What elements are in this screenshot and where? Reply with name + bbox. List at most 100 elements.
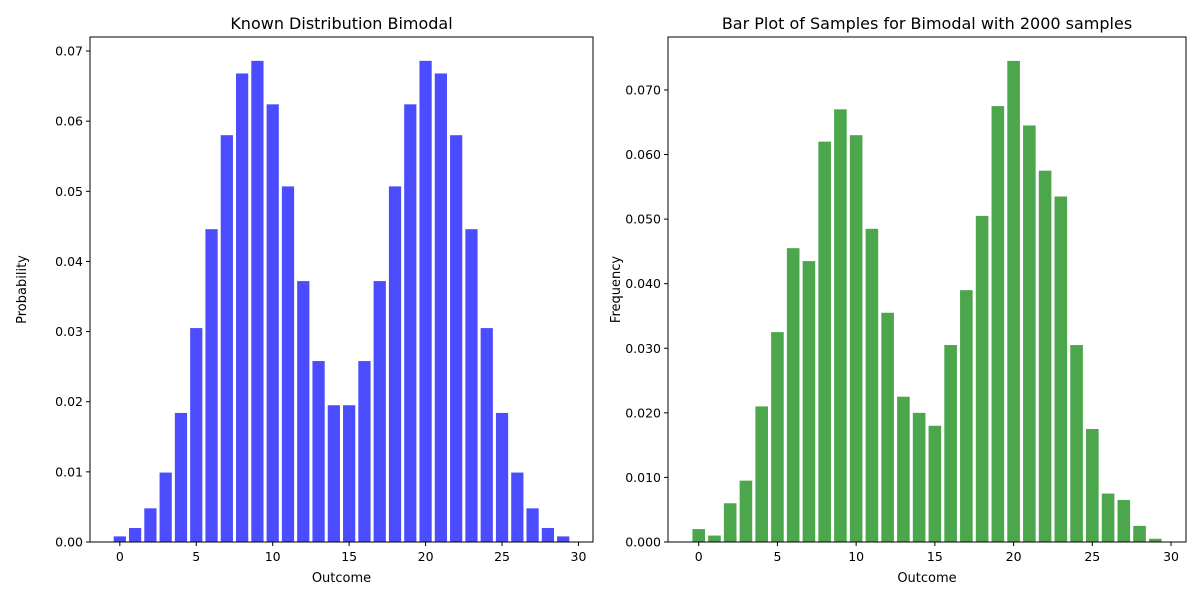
left-chart-bar xyxy=(373,281,386,542)
left-chart-bar xyxy=(419,60,432,542)
left-chart-bar xyxy=(190,328,203,542)
right-chart-xtick-label: 25 xyxy=(1084,549,1100,564)
right-chart-bar xyxy=(1086,428,1099,542)
right-chart-bar xyxy=(1007,60,1020,542)
right-chart-ytick-label: 0.060 xyxy=(625,147,661,162)
left-chart-title: Known Distribution Bimodal xyxy=(230,14,452,33)
left-chart-ytick-label: 0.01 xyxy=(55,464,83,479)
left-chart-xtick-label: 5 xyxy=(192,549,200,564)
left-chart-ytick-label: 0.07 xyxy=(55,44,83,59)
right-chart-bar xyxy=(834,109,847,542)
right-chart-ytick-label: 0.000 xyxy=(625,535,661,550)
left-chart-ytick-label: 0.03 xyxy=(55,324,83,339)
right-chart-bar xyxy=(897,396,910,542)
left-chart-ytick-label: 0.05 xyxy=(55,184,83,199)
right-chart-bar xyxy=(786,248,800,543)
right-chart-bar xyxy=(692,529,705,542)
right-chart-bar xyxy=(771,332,784,542)
right-chart-bar xyxy=(1149,538,1162,542)
right-chart-ytick-label: 0.030 xyxy=(625,341,661,356)
right-chart-xtick-label: 0 xyxy=(695,549,703,564)
right-chart-bar xyxy=(1133,525,1146,542)
right-chart-bar xyxy=(802,261,816,542)
left-chart-ytick-label: 0.06 xyxy=(55,114,83,129)
right-chart-xtick-label: 20 xyxy=(1006,549,1022,564)
right-chart-xlabel: Outcome xyxy=(897,571,956,586)
right-chart-xtick-label: 30 xyxy=(1163,549,1179,564)
left-chart-bar xyxy=(251,60,264,542)
left-chart-bar xyxy=(174,412,188,542)
left-chart-ylabel: Probability xyxy=(15,255,30,324)
left-chart-bar xyxy=(113,536,126,542)
left-chart-bar xyxy=(266,104,279,542)
left-chart-xtick-label: 30 xyxy=(571,549,587,564)
right-chart-bar xyxy=(960,290,973,542)
right-chart-xtick-label: 15 xyxy=(927,549,943,564)
right-chart-bar xyxy=(1101,493,1115,542)
right-chart-xtick-label: 10 xyxy=(848,549,864,564)
right-chart-bar xyxy=(928,425,942,542)
left-chart-bar xyxy=(358,361,371,542)
right-chart-bar xyxy=(865,228,879,543)
left-chart-ticks: 0 5 10 15 20 25 30 0.00 0.01 0.02 0.03 0.04 0.05 0.06… xyxy=(55,44,586,564)
right-chart-ylabel: Frequency xyxy=(609,256,624,323)
left-chart-bar xyxy=(450,135,463,542)
left-chart-bar xyxy=(404,104,417,542)
left-chart-bars xyxy=(113,60,570,542)
left-chart-bar xyxy=(128,527,142,542)
right-chart-frame xyxy=(667,36,1187,543)
right-chart-bar xyxy=(944,345,957,542)
left-chart-xtick-label: 10 xyxy=(265,549,281,564)
left-chart-xtick-label: 0 xyxy=(116,549,124,564)
right-chart-ytick-label: 0.070 xyxy=(625,82,661,97)
left-chart-ytick-label: 0.04 xyxy=(55,254,83,269)
left-chart-bar xyxy=(480,328,493,542)
right-chart-bar xyxy=(1117,500,1131,542)
left-chart-bar xyxy=(205,229,218,542)
left-chart-bar xyxy=(343,405,356,542)
left-chart-bar xyxy=(434,73,447,542)
right-chart-bar xyxy=(1070,345,1083,542)
left-chart-bar xyxy=(495,412,509,542)
right-chart-bar xyxy=(1038,170,1052,542)
right-chart-bar xyxy=(708,535,721,542)
right-chart-bar xyxy=(1023,125,1036,542)
left-chart-bar xyxy=(327,405,340,542)
right-chart-title: Bar Plot of Samples for Bimodal with 200… xyxy=(722,14,1132,33)
left-chart-xtick-label: 25 xyxy=(494,549,510,564)
right-chart-bar xyxy=(849,135,863,542)
left-chart-bar xyxy=(297,281,310,542)
right-chart-ytick-label: 0.050 xyxy=(625,212,661,227)
left-chart-bar xyxy=(281,186,295,542)
left-chart-bar xyxy=(236,73,249,542)
left-chart-bar xyxy=(541,527,555,542)
left-chart-bar xyxy=(557,536,570,542)
right-chart-bar xyxy=(912,412,926,542)
left-chart-xlabel: Outcome xyxy=(312,571,371,586)
left-chart-bar xyxy=(312,361,325,542)
right-chart-ytick-label: 0.020 xyxy=(625,405,661,420)
left-chart-bar xyxy=(526,508,539,542)
left-chart-bar xyxy=(159,472,172,542)
left-chart-bar xyxy=(220,135,233,542)
left-chart-xtick-label: 15 xyxy=(341,549,357,564)
left-chart-ytick-label: 0.00 xyxy=(55,535,83,550)
left-chart-bar xyxy=(388,186,402,542)
left-chart: 0 5 10 15 20 25 30 0.00 0.01 0.02 0.03 0.04 0.05 0.06… xyxy=(15,14,594,586)
right-chart-bar xyxy=(881,312,894,542)
right-chart-bar xyxy=(975,215,989,542)
right-chart-ticks: 0 5 10 15 20 25 30 0.000 0.010 0.020 0.030 0.040 0.0… xyxy=(625,82,1179,564)
right-chart-xtick-label: 5 xyxy=(773,549,781,564)
left-chart-bar xyxy=(511,472,524,542)
left-chart-bar xyxy=(465,229,478,542)
right-chart-ytick-label: 0.040 xyxy=(625,276,661,291)
left-chart-ytick-label: 0.02 xyxy=(55,394,83,409)
right-chart-bar xyxy=(739,480,753,542)
right-chart-bar xyxy=(991,106,1005,542)
right-chart-bars xyxy=(692,60,1162,543)
left-chart-bar xyxy=(144,508,157,542)
right-chart-bar xyxy=(1054,196,1068,542)
left-chart-xtick-label: 20 xyxy=(418,549,434,564)
right-chart-bar xyxy=(755,406,768,542)
